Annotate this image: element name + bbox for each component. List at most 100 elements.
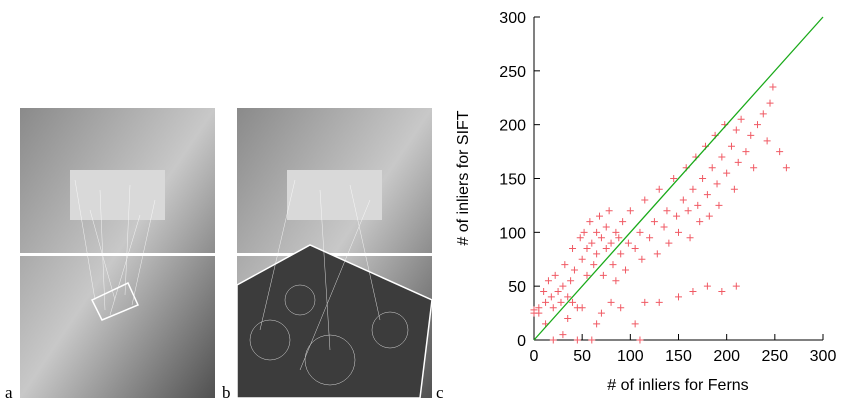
point — [655, 298, 663, 306]
point — [660, 223, 668, 231]
point — [631, 320, 639, 328]
point — [542, 298, 550, 306]
point — [694, 201, 702, 209]
point — [564, 293, 572, 301]
point — [624, 239, 632, 247]
plot-area: 0 50 100 150 200 250 300 0 50 100 150 200 250 300 — [499, 10, 836, 365]
photo-b — [236, 108, 433, 399]
point — [650, 218, 658, 226]
point — [708, 164, 716, 172]
point — [588, 336, 596, 344]
point — [723, 169, 731, 177]
x-tick-label: 0 — [530, 348, 539, 365]
point — [737, 115, 745, 123]
point — [596, 212, 604, 220]
point — [742, 148, 750, 156]
point — [696, 218, 704, 226]
point — [732, 282, 740, 290]
point — [631, 244, 639, 252]
point — [549, 336, 557, 344]
point — [713, 180, 721, 188]
point — [675, 228, 682, 236]
point — [612, 228, 620, 236]
panel-label: c — [436, 383, 444, 400]
point — [665, 239, 673, 247]
point — [583, 244, 591, 252]
y-tick-label: 300 — [499, 10, 526, 27]
panel-label: b — [222, 383, 231, 400]
point — [586, 218, 594, 226]
point — [605, 207, 613, 215]
point — [636, 336, 644, 344]
point — [576, 234, 584, 242]
point — [619, 218, 627, 226]
point — [569, 298, 577, 306]
point — [570, 266, 578, 274]
point — [679, 196, 687, 204]
point — [573, 336, 581, 344]
point — [549, 304, 557, 312]
point — [578, 304, 586, 312]
point — [590, 261, 598, 269]
point — [703, 191, 711, 199]
point — [689, 288, 697, 296]
point — [730, 185, 738, 193]
point — [686, 234, 694, 242]
point — [593, 320, 601, 328]
point — [602, 244, 610, 252]
x-tick-label: 100 — [617, 348, 644, 365]
point — [540, 288, 548, 296]
y-tick-label: 200 — [499, 118, 526, 135]
point — [766, 99, 774, 107]
point — [559, 282, 567, 290]
point — [718, 288, 726, 296]
point — [561, 261, 569, 269]
point — [763, 137, 771, 145]
point — [530, 306, 538, 314]
point — [607, 298, 615, 306]
point — [636, 228, 644, 236]
point — [655, 185, 663, 193]
panel-label: a — [5, 383, 13, 400]
point — [612, 277, 620, 285]
x-tick-label: 150 — [665, 348, 692, 365]
point — [759, 110, 767, 118]
x-tick-label: 250 — [761, 348, 788, 365]
point — [689, 185, 697, 193]
point — [638, 255, 646, 263]
x-tick-label: 50 — [573, 348, 591, 365]
point — [588, 239, 596, 247]
y-tick-label: 150 — [499, 172, 526, 189]
point — [609, 261, 617, 269]
point — [703, 282, 711, 290]
point — [569, 244, 577, 252]
point — [544, 277, 552, 285]
point — [699, 175, 707, 182]
point — [641, 298, 649, 306]
point — [583, 271, 591, 279]
point — [551, 271, 559, 279]
point — [663, 207, 671, 215]
point — [547, 293, 555, 301]
point — [597, 234, 605, 242]
y-tick-label: 100 — [499, 225, 526, 242]
point — [776, 148, 784, 156]
point — [727, 142, 735, 150]
x-axis-label: # of inliers for Ferns — [607, 377, 748, 394]
point — [715, 201, 723, 209]
point — [705, 212, 713, 220]
point — [615, 234, 623, 242]
point — [753, 121, 761, 129]
point — [602, 223, 610, 231]
point — [646, 234, 654, 242]
point — [673, 212, 681, 220]
point — [653, 250, 661, 258]
y-axis-label: # of inliers for SIFT — [455, 110, 472, 245]
point — [617, 304, 625, 312]
point — [597, 309, 605, 317]
point — [782, 164, 790, 172]
point — [580, 228, 588, 236]
point — [578, 255, 586, 263]
reference-line — [533, 16, 824, 341]
